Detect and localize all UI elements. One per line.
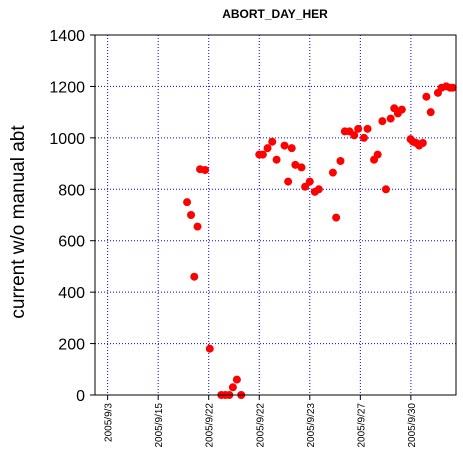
- data-point: [422, 92, 431, 101]
- data-point: [258, 150, 267, 159]
- data-point: [381, 185, 390, 194]
- data-point: [386, 114, 395, 123]
- data-points: [183, 82, 457, 399]
- data-point: [190, 272, 199, 281]
- data-point: [314, 185, 323, 194]
- y-tick-label: 0: [76, 388, 85, 405]
- data-point: [201, 166, 210, 174]
- data-point: [193, 222, 202, 231]
- data-point: [205, 344, 214, 353]
- data-point: [426, 108, 435, 117]
- data-point: [328, 168, 337, 177]
- data-point: [397, 105, 406, 114]
- y-ticks: 0 200 400 600 800 1000 1200 1400: [49, 28, 95, 405]
- x-tick-label: 2005/9/15: [154, 403, 165, 448]
- data-point: [291, 160, 300, 169]
- y-tick-label: 600: [58, 234, 85, 251]
- data-point: [350, 131, 359, 140]
- plot-frame: [94, 34, 457, 396]
- data-point: [183, 198, 192, 207]
- x-tick-label: 2005/9/27: [356, 403, 367, 448]
- y-tick-label: 400: [58, 285, 85, 302]
- x-tick-label: 2005/9/23: [306, 403, 317, 448]
- y-tick-label: 1400: [49, 28, 85, 45]
- y-tick-label: 1200: [49, 79, 85, 96]
- data-point: [448, 83, 457, 92]
- y-axis-label: current w/o manual abt: [8, 125, 29, 319]
- data-point: [263, 144, 272, 153]
- data-point: [354, 124, 363, 133]
- data-point: [332, 213, 341, 222]
- data-point: [359, 133, 368, 142]
- data-point: [297, 163, 306, 172]
- x-tick-label: 2005/9/22: [255, 403, 266, 448]
- x-tick-label: 2005/9/30: [407, 403, 418, 448]
- x-tick-label: 2005/9/22: [205, 403, 216, 448]
- y-tick-label: 1000: [49, 131, 85, 148]
- x-ticks: 2005/9/3 2005/9/15 2005/9/22 2005/9/22 2005/…: [104, 395, 418, 448]
- data-point: [232, 375, 241, 384]
- data-point: [268, 137, 277, 146]
- x-tick-label: 2005/9/3: [104, 403, 115, 442]
- data-point: [187, 211, 196, 219]
- data-point: [280, 141, 289, 150]
- data-point: [305, 177, 314, 186]
- data-point: [287, 144, 296, 153]
- y-tick-label: 200: [58, 337, 85, 354]
- data-point: [418, 139, 427, 147]
- data-point: [363, 124, 372, 133]
- data-point: [378, 117, 387, 126]
- grid: [95, 35, 456, 395]
- y-tick-label: 800: [58, 182, 85, 199]
- data-point: [272, 155, 281, 164]
- data-point: [301, 182, 310, 191]
- data-point: [228, 383, 237, 392]
- data-point: [373, 150, 382, 159]
- data-point: [336, 157, 345, 165]
- chart-title: ABORT_DAY_HER: [222, 7, 328, 21]
- data-point: [284, 177, 293, 186]
